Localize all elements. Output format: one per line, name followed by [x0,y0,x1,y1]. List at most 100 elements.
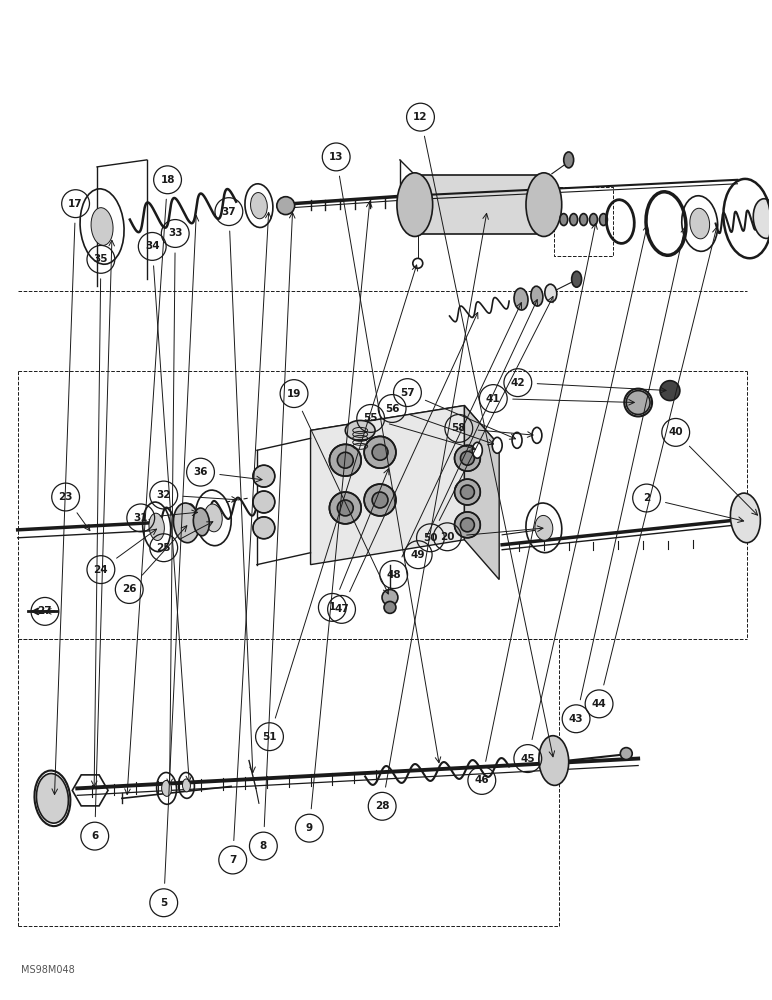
Ellipse shape [455,512,480,538]
Text: 7: 7 [229,855,236,865]
Ellipse shape [690,208,709,239]
Text: 55: 55 [364,413,378,423]
Text: 42: 42 [510,378,525,388]
Ellipse shape [590,214,598,226]
Ellipse shape [253,517,275,539]
Ellipse shape [330,444,361,476]
Text: 36: 36 [193,467,208,477]
Text: 12: 12 [413,112,428,122]
Ellipse shape [382,589,398,605]
Ellipse shape [580,214,587,226]
Ellipse shape [626,391,650,414]
Ellipse shape [277,197,295,215]
Ellipse shape [753,199,772,238]
Ellipse shape [330,492,361,524]
Ellipse shape [564,152,574,168]
Ellipse shape [253,491,275,513]
Text: 32: 32 [157,490,171,500]
FancyBboxPatch shape [415,175,543,234]
Text: 13: 13 [329,152,344,162]
Text: 45: 45 [520,754,535,764]
Text: 6: 6 [91,831,98,841]
Text: 56: 56 [385,404,399,414]
Text: 23: 23 [59,492,73,502]
Text: 24: 24 [93,565,108,575]
Text: 8: 8 [259,841,267,851]
Ellipse shape [413,258,423,268]
Ellipse shape [570,214,577,226]
Text: 43: 43 [569,714,584,724]
Text: 19: 19 [287,389,301,399]
Ellipse shape [660,381,680,401]
Ellipse shape [460,518,474,532]
Polygon shape [310,406,465,565]
Ellipse shape [205,504,222,532]
Ellipse shape [599,214,608,226]
Text: 28: 28 [375,801,389,811]
Ellipse shape [36,774,69,823]
Ellipse shape [532,427,542,443]
Ellipse shape [161,780,171,796]
Ellipse shape [560,214,567,226]
Text: 46: 46 [475,775,489,785]
Ellipse shape [193,508,209,536]
Ellipse shape [251,193,267,219]
Ellipse shape [460,451,474,465]
Ellipse shape [372,444,388,460]
Text: 27: 27 [38,606,52,616]
Ellipse shape [730,493,760,543]
Text: 2: 2 [643,493,650,503]
Ellipse shape [545,284,557,302]
Ellipse shape [174,503,199,543]
Ellipse shape [337,500,354,516]
Ellipse shape [91,208,113,245]
Polygon shape [310,406,499,470]
Ellipse shape [182,779,191,792]
Ellipse shape [531,286,543,306]
Ellipse shape [364,436,396,468]
Ellipse shape [460,485,474,499]
Ellipse shape [384,601,396,613]
Text: 34: 34 [145,241,160,251]
Ellipse shape [149,513,164,540]
Text: 49: 49 [411,550,425,560]
Ellipse shape [512,432,522,448]
Text: 37: 37 [222,207,236,217]
Text: 41: 41 [486,394,500,404]
Text: 58: 58 [452,423,466,433]
Ellipse shape [526,173,562,236]
Ellipse shape [571,271,581,287]
Text: 31: 31 [134,513,148,523]
Ellipse shape [345,420,375,440]
Ellipse shape [364,484,396,516]
Text: 9: 9 [306,823,313,833]
Text: 48: 48 [386,570,401,580]
Ellipse shape [337,452,354,468]
Text: 1: 1 [329,602,336,612]
Ellipse shape [455,445,480,471]
Text: 57: 57 [400,388,415,398]
Ellipse shape [535,515,553,540]
Ellipse shape [372,492,388,508]
Ellipse shape [472,442,482,458]
Text: 25: 25 [157,543,171,553]
Ellipse shape [493,437,502,453]
Ellipse shape [455,479,480,505]
Ellipse shape [620,748,632,760]
Text: 51: 51 [262,732,276,742]
Text: 50: 50 [423,533,438,543]
Text: 17: 17 [68,199,83,209]
Text: 26: 26 [122,584,137,594]
Text: 33: 33 [168,228,182,238]
Text: 35: 35 [93,254,108,264]
Text: 47: 47 [334,604,349,614]
Ellipse shape [514,288,528,310]
Text: 20: 20 [440,532,455,542]
Text: 40: 40 [669,427,683,437]
Text: 18: 18 [161,175,174,185]
Text: 5: 5 [160,898,168,908]
Polygon shape [465,406,499,580]
Text: 44: 44 [591,699,607,709]
Ellipse shape [397,173,432,236]
Ellipse shape [539,736,569,785]
